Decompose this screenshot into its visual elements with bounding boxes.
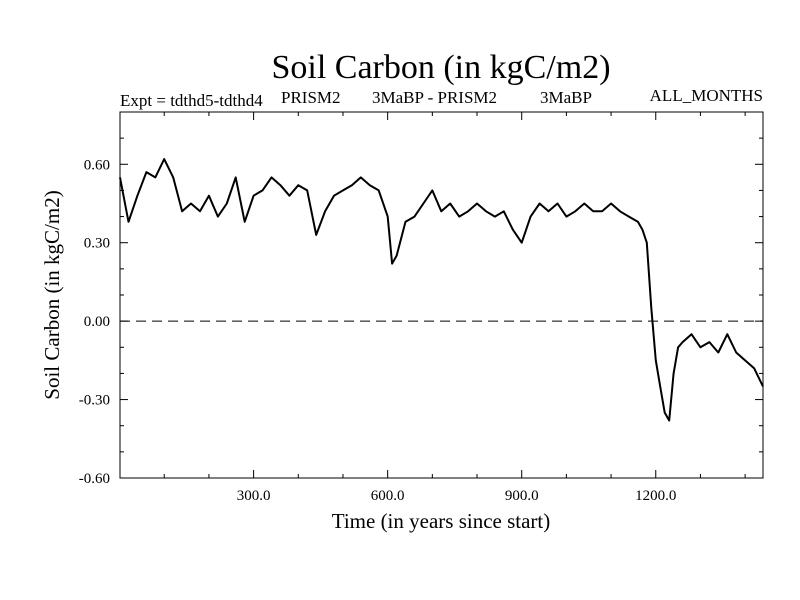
tick-labels: 300.0 600.0 900.0 1200.0 -0.60 -0.30 0.00 0.30 0…: [79, 157, 677, 504]
x-tick-label: 600.0: [371, 488, 405, 504]
subtitle-comparison: 3MaBP - PRISM2: [372, 88, 497, 107]
axis-ticks: [120, 112, 763, 478]
y-tick-label: 0.30: [84, 236, 110, 252]
y-tick-label: -0.60: [79, 471, 110, 487]
plot-frame: [119, 111, 764, 479]
y-tick-label: 0.00: [84, 314, 110, 330]
subtitle-experiment: Expt = tdthd5-tdthd4: [120, 91, 263, 110]
x-axis-label: Time (in years since start): [332, 509, 551, 533]
subtitle-prism2: PRISM2: [281, 88, 341, 107]
series-line: [119, 158, 764, 422]
x-tick-label: 300.0: [237, 488, 271, 504]
subtitle-months: ALL_MONTHS: [650, 86, 763, 105]
subtitle-3mabp: 3MaBP: [540, 88, 592, 107]
x-tick-label: 1200.0: [635, 488, 676, 504]
chart-title: Soil Carbon (in kgC/m2): [271, 49, 610, 86]
y-axis-label: Soil Carbon (in kgC/m2): [40, 190, 64, 399]
y-tick-label: 0.60: [84, 157, 110, 173]
y-tick-label: -0.30: [79, 393, 110, 409]
x-tick-label: 900.0: [505, 488, 539, 504]
